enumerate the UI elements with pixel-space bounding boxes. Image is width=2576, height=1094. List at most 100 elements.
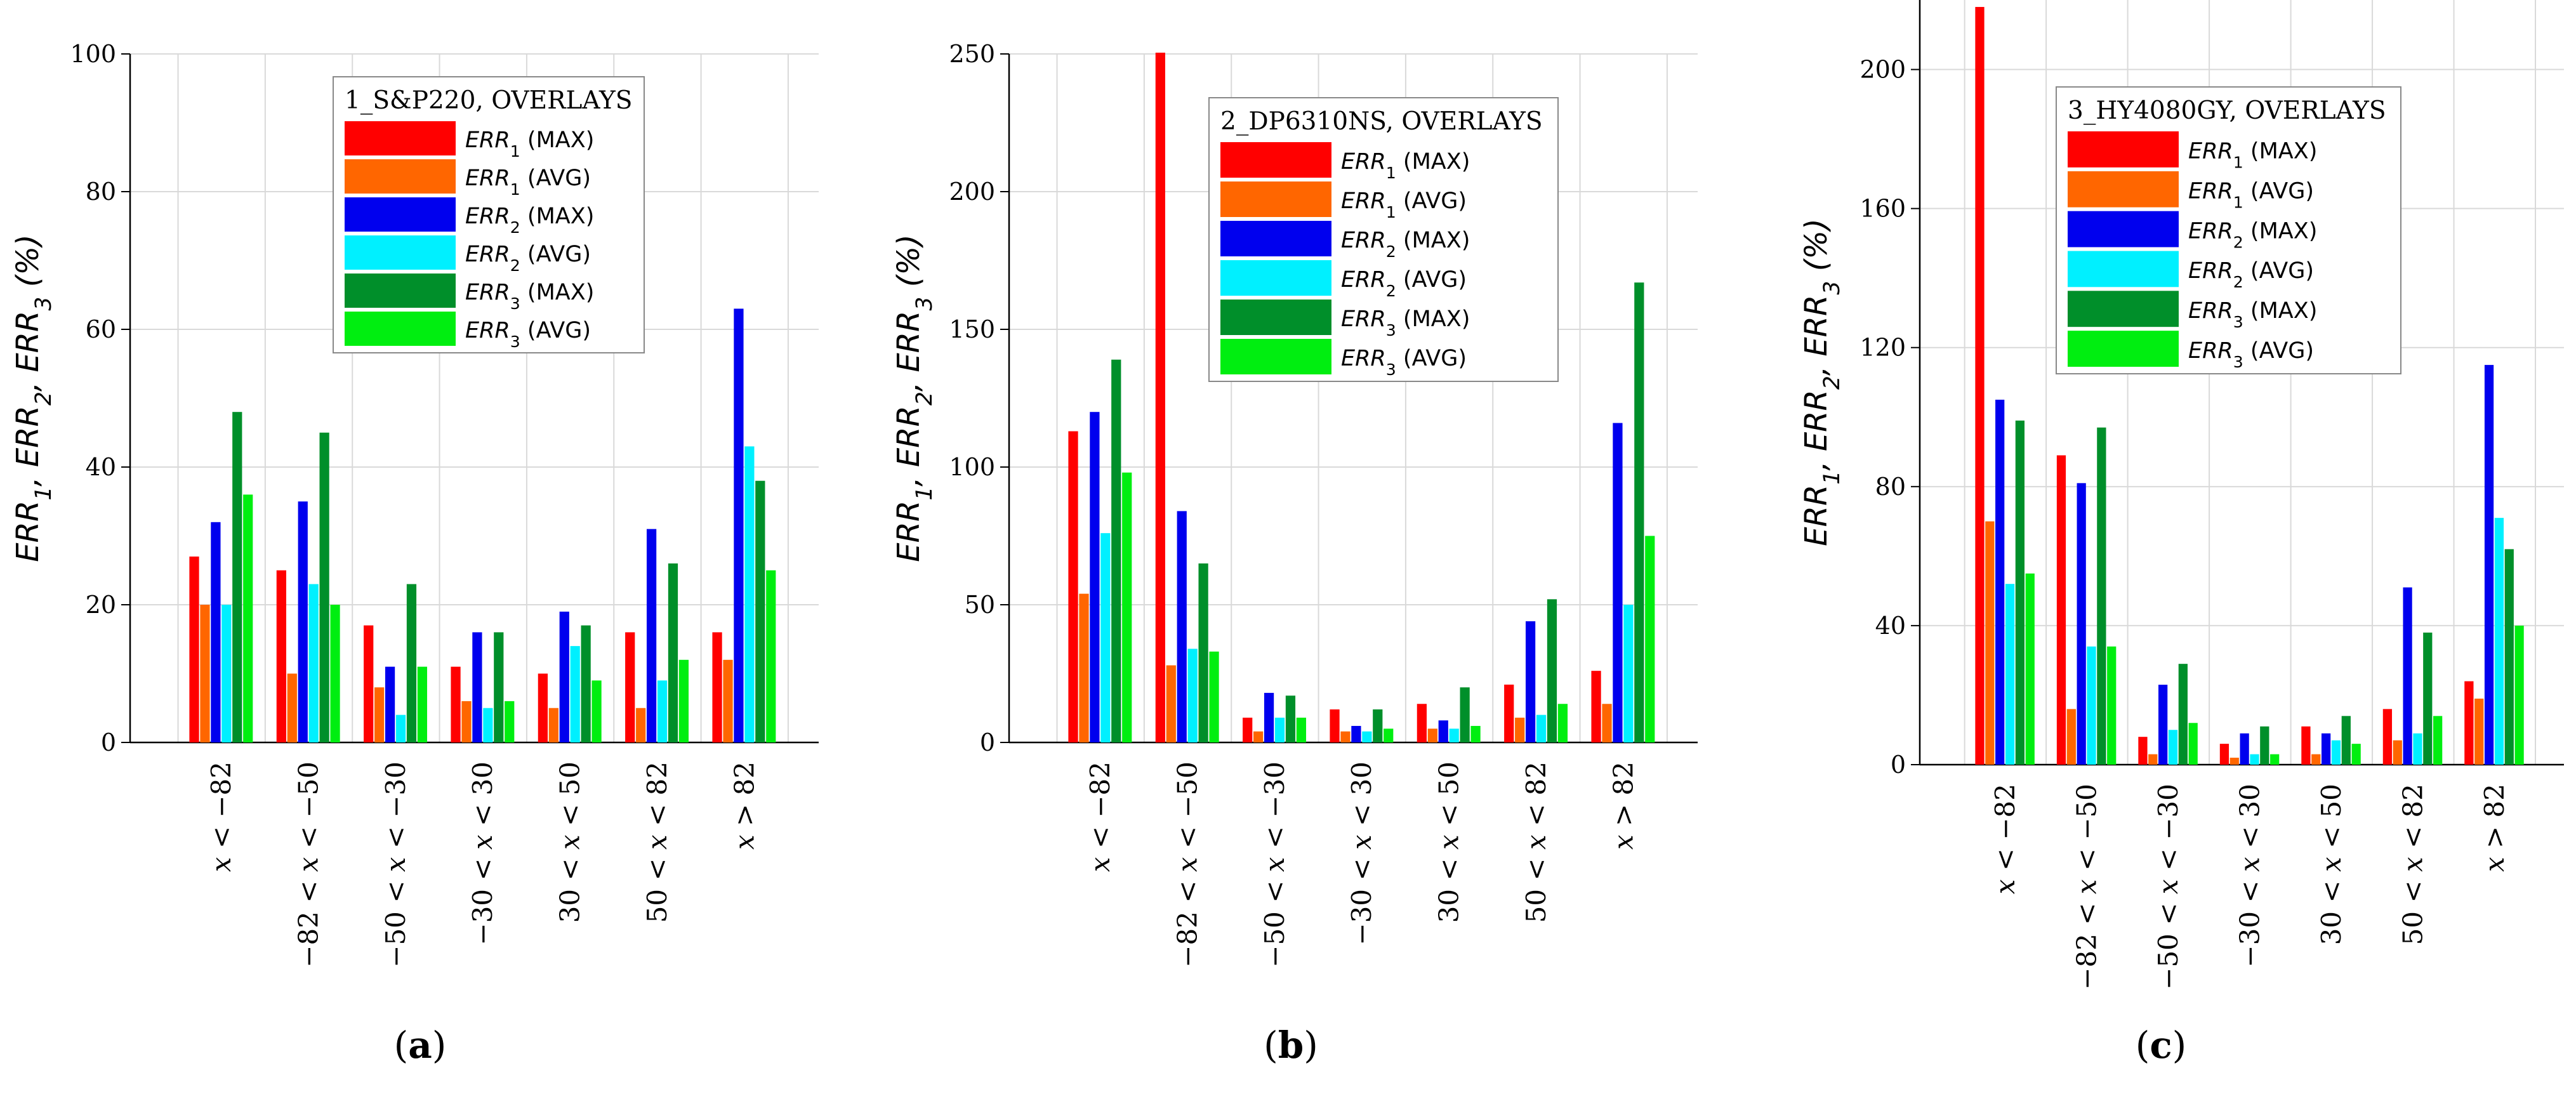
legend-swatch [2068,331,2179,367]
bar [1623,605,1634,742]
bar [1373,709,1383,742]
bar [1079,593,1089,742]
y-tick-label: 0 [980,728,995,756]
bar [1351,725,1361,742]
legend-swatch [345,274,456,308]
bar [1330,709,1340,742]
legend-swatch [2068,211,2179,247]
bar [2066,709,2076,765]
bar [1155,53,1165,742]
bar [2413,733,2422,765]
legend-swatch [2068,171,2179,208]
bar [2240,733,2249,765]
y-tick-label: 60 [86,315,116,343]
x-category-label: x > 82 [2479,784,2510,872]
bar [494,632,504,742]
y-tick-label: 150 [949,315,995,343]
bar [2331,740,2341,765]
bar [2270,754,2280,765]
bar [2077,483,2086,765]
bar [2321,733,2331,765]
bar [2433,716,2443,765]
y-tick-label: 80 [1875,473,1906,501]
bar [2423,632,2433,765]
bar [2260,726,2269,765]
bar [221,605,232,742]
bar [243,494,253,742]
bar [2351,744,2361,765]
bar [2158,685,2168,765]
bar [744,446,755,742]
bar [712,632,722,742]
x-category-label: 30 < x < 50 [2316,784,2347,945]
bar [1166,665,1176,742]
x-category-label: x > 82 [1608,761,1639,850]
x-category-label: −30 < x < 30 [2234,784,2265,968]
bar [2464,681,2474,765]
bar [1438,720,1448,742]
bar [2168,730,2178,765]
bar [2484,365,2494,765]
legend-entry-label: ERR2 (MAX) [465,204,594,237]
bar [319,432,329,742]
chart-panel-c: 0 40 80 120 160 200 x < −82 −82 < x < −50 −50 < … [1799,0,2564,1067]
bar [308,584,319,742]
y-axis-label: ERR1, ERR2, ERR3 (%) [1799,218,1845,546]
x-category-label: 30 < x < 50 [1434,761,1465,923]
panel-label: (c) [2136,1024,2187,1067]
bar [570,646,580,742]
bar [1177,511,1187,742]
legend-title: 3_HY4080GY, OVERLAYS [2068,96,2386,125]
bar [211,522,221,742]
y-tick-label: 50 [965,591,995,619]
bar [461,701,472,742]
legend-entry-label: ERR1 (AVG) [1341,188,1467,221]
bar [1285,695,1296,742]
bar [2382,709,2393,765]
bar [2504,549,2514,765]
y-tick-label: 160 [1859,195,1906,223]
legend-swatch [1220,142,1331,178]
bar [1613,423,1623,742]
bar [2056,455,2066,765]
bar [2148,754,2158,765]
x-category-label: −50 < x < −30 [1259,761,1290,968]
bar [1634,282,1644,743]
x-category-label: −50 < x < −30 [380,761,411,968]
bar [1187,649,1198,742]
bar [1209,651,1219,742]
bar [766,570,776,742]
bar [287,673,297,742]
x-category-label: 30 < x < 50 [555,761,586,923]
legend-swatch [2068,291,2179,327]
bar [2107,646,2117,765]
y-tick-label: 200 [1859,56,1906,84]
y-axis-label: ERR1, ERR2, ERR3 (%) [891,234,937,562]
bar [1470,725,1481,742]
bar [2393,740,2402,765]
y-tick-label: 40 [1875,612,1906,640]
bar [2219,744,2229,765]
bar [1985,521,1995,765]
bar [2311,754,2321,765]
legend-swatch [1220,260,1331,296]
bar [330,605,340,742]
bar [364,625,374,742]
bar [2229,758,2239,765]
bar [755,480,765,742]
legend-entry-label: ERR3 (AVG) [1341,346,1467,379]
bar [1264,692,1274,742]
bar [2301,726,2311,765]
bar [657,680,668,742]
bar [1253,731,1264,742]
bar [1111,359,1121,742]
x-category-label: x > 82 [729,761,760,850]
legend-entry-label: ERR3 (MAX) [2188,298,2317,331]
bar [374,687,385,742]
legend-entry-label: ERR1 (AVG) [2188,179,2314,212]
bar [1090,412,1100,742]
legend-entry-label: ERR1 (AVG) [465,166,591,199]
bar [1100,533,1111,742]
legend-entry-label: ERR2 (MAX) [1341,228,1470,261]
